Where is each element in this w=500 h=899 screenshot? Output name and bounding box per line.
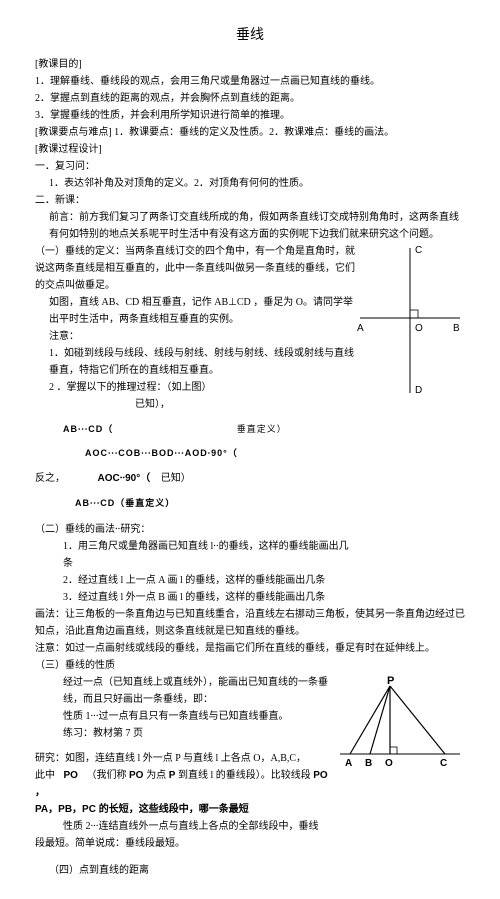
- fanzhi: 反之， AOC⸱⸱90°（ 已知）: [35, 470, 355, 487]
- research-3: PA，PB，PC 的长短，这些线段中，哪一条最短: [35, 801, 335, 818]
- fanzhi-text: 反之，: [35, 473, 65, 484]
- draw-note: 注意：如过一点画射线或线段的垂线，是指画它们所在直线的垂线，垂足有时在延伸线上。: [35, 640, 465, 657]
- figure-1: C D A B O: [355, 243, 465, 398]
- def-p1: 如图，直线 AB、CD 相互垂直，记作 AB⊥CD ，垂足为 O。请同学举出平时…: [35, 294, 355, 328]
- draw-1: 1．用三角尺或量角器画已知直线 l⸱⸱的垂线，这样的垂线能画出几条: [35, 538, 355, 572]
- svg-text:B: B: [453, 323, 460, 334]
- key-points: [教课要点与难点] 1．教课要点：垂线的定义及性质。2．教课难点：垂线的画法。: [35, 124, 465, 141]
- research-1: 研究：如图，连结直线 l 外一点 P 与直线 l 上各点 O，A,B,C，: [35, 750, 335, 767]
- svg-text:C: C: [440, 758, 447, 769]
- note-2: 2 ．掌握以下的推理过程：（如上图）: [35, 379, 355, 396]
- svg-text:B: B: [365, 758, 372, 769]
- ab-cd-def: AB⸱⸱⸱CD（垂直定义）: [35, 496, 355, 511]
- svg-text:P: P: [387, 675, 394, 687]
- po-label-1: PO: [58, 770, 84, 781]
- figure-2: P A B O C: [335, 674, 465, 774]
- draw-method: 画法：让三角板的一条直角边与已知直线重合，沿直线左右挪动三角板，使其另一条直角边…: [35, 606, 465, 640]
- goal-1: 1．理解垂线、垂线段的观点，会用三角尺或量角器过一点画已知直线的垂线。: [35, 73, 465, 90]
- intro: 前言：前方我们复习了两条订交直线所成的角，假如两条直线订交成特别角角时，这两条直…: [35, 209, 465, 243]
- svg-text:A: A: [345, 758, 352, 769]
- p-label: P: [169, 770, 178, 781]
- goal-2: 2．掌握点到直线的距离的观点，并会胸怀点到直线的距离。: [35, 90, 465, 107]
- sec4-head: （四）点到直线的距离: [35, 862, 465, 879]
- prop-2: 性质 2⸱⸱⸱连结直线外一点与直线上各点的全部线段中，垂线: [35, 818, 335, 835]
- prop-2b: 段最短。简单说成：垂线段最短。: [35, 835, 465, 852]
- process-head: [教课过程设计]: [35, 141, 465, 158]
- prop-1b: 性质 1⸱⸱⸱过一点有且只有一条直线与已知直线垂直。: [35, 708, 335, 725]
- research-2: 此中 PO （我们称 PO 为点 P 到直线 l 的垂线段）。比较线段 PO ，: [35, 767, 335, 801]
- aoc90: AOC⸱⸱90°（: [68, 473, 151, 484]
- draw-head: （二）垂线的画法⸱⸱研究：: [35, 521, 355, 538]
- sec2-head: 二．新课：: [35, 192, 465, 209]
- svg-text:O: O: [415, 323, 423, 334]
- page-title: 垂线: [35, 24, 465, 48]
- svg-text:D: D: [415, 385, 422, 396]
- ab-cd-text: AB⸱⸱⸱CD（: [63, 424, 113, 434]
- note-1: 1．如碰到线段与线段、线段与射线、射线与射线、线段或射线与直线垂直，特指它们所在…: [35, 345, 355, 379]
- section-goal-head: [教课目的]: [35, 56, 465, 73]
- svg-text:A: A: [357, 323, 364, 334]
- r2a: 此中: [35, 770, 55, 781]
- svg-text:O: O: [385, 758, 393, 769]
- practice: 练习：教材第 7 页: [35, 725, 335, 742]
- prop-1a: 经过一点（已知直线上或直线外），能画出已知直线的一条垂线，而且只好画出一条垂线，…: [35, 674, 335, 708]
- draw-3: 3．经过直线 l 外一点 B 画 l 的垂线，这样的垂线能画出几条: [35, 589, 355, 606]
- spacer-2: [35, 854, 465, 862]
- known-1: 已知），: [35, 396, 355, 413]
- known2: 已知）: [153, 473, 191, 484]
- def-head: （一）垂线的定义：当两条直线订交的四个角中，有一个角是直角时，就说这两条直线是相…: [35, 243, 355, 294]
- sec1-1: 1．表达邻补角及对顶角的定义。2．对顶角有何何的性质。: [35, 175, 465, 192]
- vert-def-right: 垂直定义）: [237, 424, 287, 434]
- po-label-2: PO: [129, 770, 146, 781]
- r2c: 为点: [146, 770, 166, 781]
- note-head: 注意：: [35, 328, 355, 345]
- goal-3: 3．掌握垂线的性质，并会利用所学知识进行简单的推理。: [35, 107, 465, 124]
- r2b: （我们称: [86, 770, 126, 781]
- svg-text:C: C: [415, 245, 422, 256]
- draw-2: 2．经过直线 l 上一点 A 画 l 的垂线，这样的垂线能画出几条: [35, 572, 355, 589]
- prop-head: （三）垂线的性质: [35, 657, 465, 674]
- sec1-head: 一．复习问：: [35, 158, 465, 175]
- aoc-line: AOC⸱⸱⸱COB⸱⸱⸱BOD⸱⸱⸱AOD⸱90°（: [35, 446, 355, 461]
- r2d: 到直线 l 的垂线段）。比较线段: [178, 770, 311, 781]
- ab-cd-line: AB⸱⸱⸱CD（ 垂直定义）: [35, 422, 355, 437]
